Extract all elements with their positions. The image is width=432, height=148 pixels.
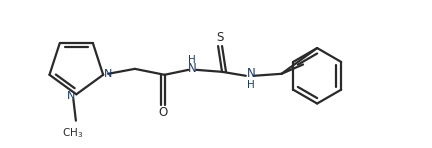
Text: N: N: [67, 91, 76, 101]
Text: H: H: [188, 55, 196, 65]
Text: N: N: [188, 62, 197, 75]
Text: N: N: [246, 67, 255, 80]
Text: CH$_3$: CH$_3$: [62, 127, 83, 140]
Text: H: H: [247, 80, 254, 90]
Text: S: S: [216, 31, 224, 44]
Text: O: O: [158, 106, 167, 119]
Text: N: N: [104, 69, 112, 79]
